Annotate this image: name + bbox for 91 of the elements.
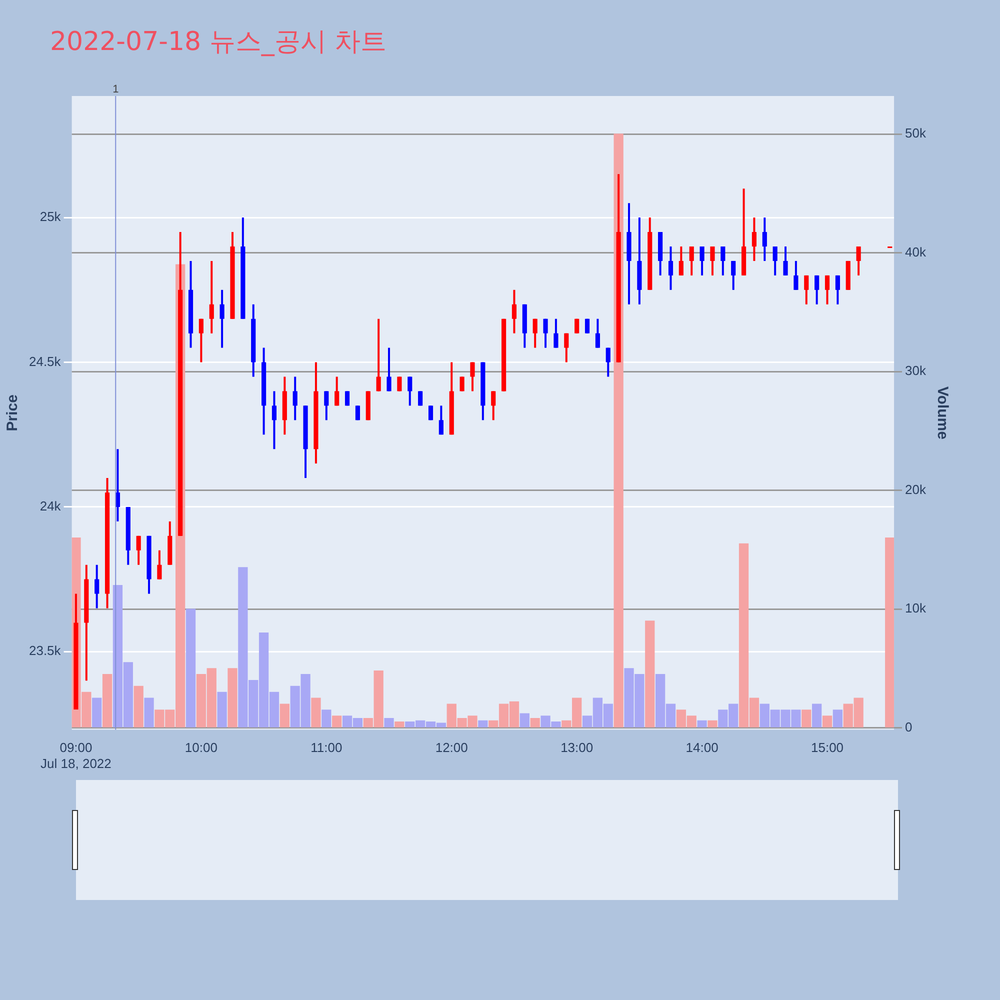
x-tick-label: 09:00 Jul 18, 2022 xyxy=(40,740,112,771)
bar xyxy=(832,710,843,728)
candlestick xyxy=(762,216,767,262)
candlestick xyxy=(334,376,340,407)
y2-tick-label: 30k xyxy=(905,363,926,378)
bar xyxy=(134,686,144,728)
candlestick xyxy=(752,216,757,262)
candlestick xyxy=(376,318,381,392)
bar xyxy=(885,537,894,728)
bar xyxy=(322,710,332,728)
candlestick xyxy=(710,245,715,276)
candlestick xyxy=(689,245,694,276)
candlestick xyxy=(772,245,778,276)
x-tick-label: 11:00 xyxy=(310,740,342,756)
y-tick-label: 25k xyxy=(40,209,62,224)
candlestick xyxy=(512,288,517,334)
candlestick xyxy=(564,332,569,364)
candlestick xyxy=(94,564,100,610)
y-axis-title: Price xyxy=(4,394,22,432)
candlestick xyxy=(783,245,788,276)
candlestick xyxy=(198,318,204,364)
bar xyxy=(520,713,530,728)
y2-axis-title: Volume xyxy=(934,386,951,440)
candlestick xyxy=(209,260,214,334)
y2-tick-label: 40k xyxy=(905,244,926,260)
bar xyxy=(802,710,812,728)
candlestick xyxy=(220,288,224,349)
y2-tick-label: 10k xyxy=(905,600,926,616)
candlestick xyxy=(584,318,590,334)
candlestick xyxy=(418,390,423,407)
bar xyxy=(217,692,227,728)
candlestick xyxy=(794,260,798,291)
bar xyxy=(478,720,488,728)
bar xyxy=(697,720,707,728)
candlestick xyxy=(856,245,861,276)
candlestick xyxy=(554,318,558,349)
candlestick xyxy=(157,549,162,580)
candlestick xyxy=(824,274,830,306)
bar xyxy=(144,698,154,728)
bar xyxy=(708,720,718,728)
candlestick xyxy=(438,404,444,436)
candlestick xyxy=(668,245,674,291)
candlestick xyxy=(136,534,141,566)
bar xyxy=(384,718,394,728)
y-tick-label: 24.5k xyxy=(28,354,62,369)
candlestick xyxy=(595,318,600,349)
y2-tick-label: 0 xyxy=(905,719,912,734)
candlestick xyxy=(574,318,580,334)
candlestick xyxy=(397,376,402,392)
bar xyxy=(332,716,342,728)
candlestick xyxy=(720,245,726,276)
bar xyxy=(311,698,321,728)
chart-title: 2022-07-18 뉴스_공시 차트 xyxy=(50,26,387,59)
bar xyxy=(280,704,290,728)
candlestick xyxy=(606,346,610,378)
bar xyxy=(822,716,832,728)
candlestick xyxy=(470,361,475,392)
candlestick xyxy=(408,376,412,407)
candlestick xyxy=(731,260,736,291)
x-tick-label: 12:00 xyxy=(435,740,468,756)
y-tick-label: 23.5k xyxy=(28,643,62,658)
x-tick-label: 14:00 xyxy=(686,740,718,756)
bar xyxy=(645,620,655,728)
bar xyxy=(92,698,102,728)
y-tick-label: 24k xyxy=(40,498,62,514)
x-tick-label: 13:00 xyxy=(560,740,594,756)
candlestick xyxy=(543,318,548,349)
ref-line-label: 1 xyxy=(112,84,119,96)
bar xyxy=(102,674,112,728)
candlestick xyxy=(532,318,538,349)
candlestick xyxy=(292,376,298,422)
bar xyxy=(394,722,404,728)
candlestick xyxy=(324,390,329,422)
candlestick xyxy=(428,404,434,422)
candlestick xyxy=(344,390,350,407)
candlestick xyxy=(835,274,840,306)
y2-tick-label: 20k xyxy=(905,482,926,497)
x-tick-label: 15:00 xyxy=(810,740,844,756)
bar xyxy=(228,668,238,728)
bar xyxy=(530,718,540,728)
candlestick xyxy=(678,245,684,276)
bar xyxy=(186,608,196,728)
x-tick-label: 10:00 xyxy=(184,740,218,756)
candlestick xyxy=(272,390,277,450)
candlestick xyxy=(491,390,496,422)
candlestick xyxy=(700,245,704,276)
y2-tick-label: 50k xyxy=(905,126,926,141)
candlestick xyxy=(814,274,820,306)
candlestick xyxy=(386,346,392,392)
candlestick xyxy=(804,274,809,306)
bar xyxy=(812,704,822,728)
